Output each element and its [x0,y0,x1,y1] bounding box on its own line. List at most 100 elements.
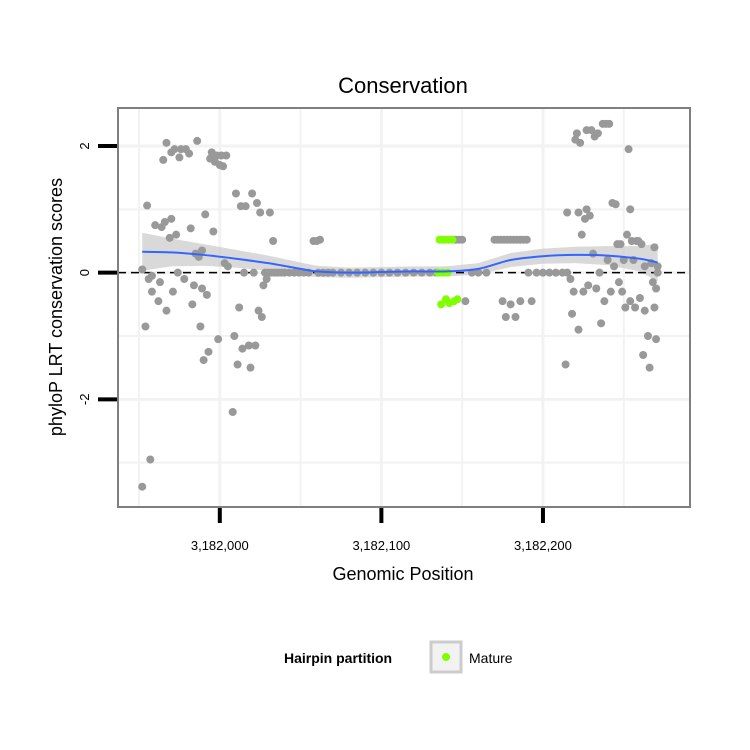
data-point [637,240,646,249]
data-point [256,208,265,217]
data-point [172,230,181,239]
data-point [160,218,169,226]
legend-title: Hairpin partition [284,650,392,666]
data-point [233,360,242,369]
data-point [252,199,261,207]
data-point [568,309,577,318]
data-point [249,268,258,277]
data-point [614,278,623,287]
data-point [259,281,268,290]
data-point [597,319,606,328]
data-point [589,249,598,258]
x-tick-label: 3,182,000 [191,538,249,553]
data-point [600,297,609,306]
data-point [640,306,649,315]
data-point [592,284,601,293]
data-point [228,408,237,416]
points-series-other [138,119,662,491]
data-point [246,363,255,372]
data-point [141,322,150,331]
data-point [202,290,211,299]
data-point [610,262,619,271]
data-point [653,262,662,271]
data-point [501,313,510,321]
data-point [175,153,184,162]
data-point [569,287,578,296]
data-point [146,455,155,464]
data-point [409,268,418,277]
data-point [652,335,661,344]
data-point [143,201,152,210]
y-tick-label: -2 [77,394,92,406]
data-point [244,341,253,350]
x-axis: 3,182,000 3,182,100 3,182,200 [191,508,572,553]
data-point [315,235,324,244]
data-point [545,268,554,277]
data-point [621,303,630,312]
smooth-line-layer [142,250,658,274]
data-point [563,208,572,217]
data-point [165,233,174,242]
data-point [269,237,278,245]
data-point [240,268,249,277]
data-point [584,281,593,290]
data-point [147,287,156,296]
data-point [626,205,635,214]
legend: Hairpin partition Mature [284,640,513,674]
x-tick-label: 3,182,200 [514,538,572,553]
data-point [180,275,189,283]
data-point [162,138,171,147]
data-point-mature [443,268,452,277]
data-point [498,297,507,306]
data-point [167,214,176,223]
data-point [204,347,213,356]
data-point [645,363,654,372]
data-point [593,129,602,138]
data-point [631,303,640,312]
data-point [262,275,271,283]
data-point [186,224,195,233]
data-point [605,119,614,128]
data-point [585,211,594,220]
data-point [650,303,659,312]
data-point-mature [437,300,446,309]
y-tick-label: 2 [77,142,92,149]
data-point [458,235,467,244]
data-point [603,256,612,264]
x-axis-title: Genomic Position [332,564,473,584]
data-point [214,335,223,344]
data-point [579,287,588,296]
data-point [639,351,648,359]
data-point [616,240,625,249]
data-point [653,268,662,277]
data-point [516,297,525,306]
data-point [209,227,218,236]
data-point [193,136,202,145]
y-axis: -2 0 2 [77,142,117,405]
data-point [566,275,575,283]
panel-background [118,108,690,507]
data-point [635,294,644,302]
data-point [648,278,657,287]
data-point [238,344,247,353]
data-point [417,268,426,277]
data-point [219,162,228,171]
data-point [138,482,147,491]
data-point [199,356,208,365]
data-point [652,284,661,293]
data-point [574,208,583,217]
data-point [189,281,198,290]
data-point [561,360,570,369]
data-point-mature [448,235,457,244]
plot-panel [117,107,691,508]
data-point [643,332,652,340]
data-point [147,271,156,280]
data-point [201,210,210,219]
panel-border [117,107,691,508]
data-point [251,341,260,350]
data-point [154,297,163,306]
y-axis-title: phyloP LRT conservation scores [46,178,66,436]
data-point [640,262,649,271]
data-point [551,268,560,277]
